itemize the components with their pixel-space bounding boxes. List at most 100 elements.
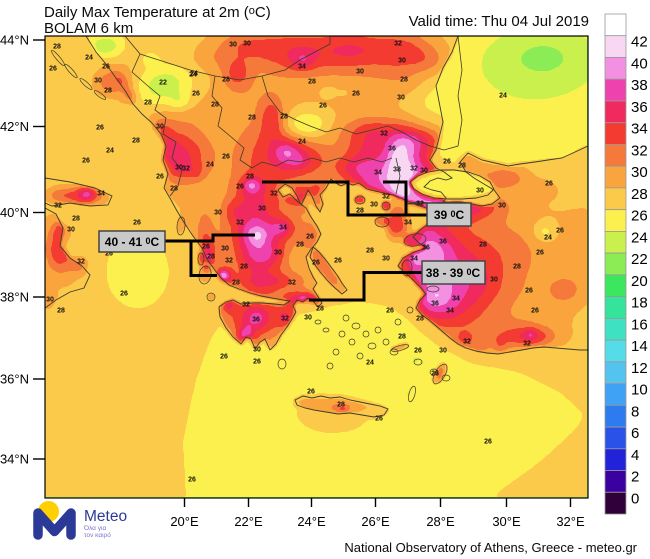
svg-text:28: 28 [170, 186, 178, 193]
svg-text:28: 28 [366, 248, 374, 255]
svg-text:34°N: 34°N [0, 452, 29, 467]
svg-text:Valid time: Thu 04 Jul 2019: Valid time: Thu 04 Jul 2019 [409, 13, 589, 30]
svg-text:32: 32 [182, 166, 190, 173]
svg-text:2: 2 [631, 469, 639, 486]
svg-text:10: 10 [631, 382, 648, 399]
svg-text:28: 28 [416, 316, 424, 323]
svg-text:26: 26 [312, 260, 320, 267]
svg-text:24: 24 [190, 71, 198, 78]
svg-text:0: 0 [631, 490, 639, 507]
svg-text:12: 12 [631, 360, 648, 377]
svg-text:42: 42 [631, 34, 648, 51]
svg-text:36°N: 36°N [0, 372, 29, 387]
svg-text:42°N: 42°N [0, 119, 29, 134]
svg-text:30: 30 [304, 315, 312, 322]
svg-text:24: 24 [106, 148, 114, 155]
svg-text:28: 28 [513, 264, 521, 271]
svg-text:28: 28 [280, 114, 288, 121]
svg-text:24: 24 [631, 229, 648, 246]
svg-text:32: 32 [242, 302, 250, 309]
svg-text:28: 28 [144, 100, 152, 107]
svg-text:32: 32 [236, 220, 244, 227]
svg-text:22°E: 22°E [234, 514, 263, 529]
svg-text:26: 26 [319, 103, 327, 110]
svg-text:24: 24 [189, 72, 197, 79]
svg-text:26: 26 [414, 348, 422, 355]
svg-text:26: 26 [102, 64, 110, 71]
svg-text:28: 28 [398, 334, 406, 341]
svg-text:32: 32 [270, 191, 278, 198]
svg-text:32: 32 [523, 341, 531, 348]
svg-text:38: 38 [393, 167, 401, 174]
svg-text:14: 14 [631, 338, 648, 355]
svg-text:32: 32 [225, 258, 233, 265]
svg-text:24: 24 [544, 235, 552, 242]
svg-text:34: 34 [410, 256, 418, 263]
svg-text:26: 26 [525, 288, 533, 295]
svg-text:26: 26 [253, 359, 261, 366]
svg-text:24: 24 [85, 55, 93, 62]
svg-text:44°N: 44°N [0, 33, 29, 48]
svg-text:28: 28 [248, 115, 256, 122]
svg-text:24: 24 [298, 139, 306, 146]
svg-text:28: 28 [232, 280, 240, 287]
svg-text:26: 26 [222, 154, 230, 161]
svg-text:40 - 41 0C: 40 - 41 0C [105, 235, 160, 249]
svg-text:34: 34 [97, 191, 105, 198]
svg-text:18: 18 [631, 295, 648, 312]
svg-text:Όλα για: Όλα για [83, 525, 106, 532]
svg-text:34: 34 [446, 308, 454, 315]
svg-text:32: 32 [77, 259, 85, 266]
svg-text:30: 30 [175, 165, 183, 172]
svg-text:32: 32 [410, 166, 418, 173]
svg-text:26: 26 [156, 174, 164, 181]
svg-text:20: 20 [631, 273, 648, 290]
svg-text:30: 30 [476, 188, 484, 195]
svg-text:30: 30 [214, 210, 222, 217]
svg-text:30: 30 [397, 95, 405, 102]
svg-text:24: 24 [366, 360, 374, 367]
svg-text:30: 30 [156, 124, 164, 131]
svg-text:28: 28 [308, 79, 316, 86]
svg-text:26: 26 [375, 416, 383, 423]
svg-text:36: 36 [431, 301, 439, 308]
svg-text:28: 28 [132, 138, 140, 145]
svg-text:30: 30 [439, 348, 447, 355]
svg-text:20°E: 20°E [170, 514, 199, 529]
svg-text:30: 30 [67, 227, 75, 234]
svg-text:26: 26 [431, 371, 439, 378]
svg-text:26: 26 [307, 389, 315, 396]
svg-text:26: 26 [82, 158, 90, 165]
svg-text:26: 26 [96, 125, 104, 132]
svg-text:26: 26 [443, 159, 451, 166]
svg-text:28: 28 [631, 186, 648, 203]
svg-text:28: 28 [458, 163, 466, 170]
svg-text:28: 28 [246, 174, 254, 181]
svg-text:36: 36 [252, 317, 260, 324]
svg-text:26: 26 [536, 250, 544, 257]
svg-text:26: 26 [334, 258, 342, 265]
svg-text:22: 22 [631, 251, 648, 268]
svg-text:30: 30 [258, 206, 266, 213]
svg-text:36: 36 [388, 146, 396, 153]
svg-text:26: 26 [105, 251, 113, 258]
svg-text:24: 24 [206, 162, 214, 169]
svg-text:30: 30 [94, 78, 102, 85]
svg-text:26: 26 [236, 184, 244, 191]
svg-text:30: 30 [490, 277, 498, 284]
svg-text:26: 26 [306, 234, 314, 241]
svg-text:6: 6 [631, 425, 639, 442]
svg-text:32: 32 [416, 201, 424, 208]
svg-text:34: 34 [374, 170, 382, 177]
svg-text:BOLAM 6 km: BOLAM 6 km [44, 20, 133, 37]
svg-text:28: 28 [222, 77, 230, 84]
svg-text:26: 26 [545, 181, 553, 188]
svg-text:30: 30 [356, 69, 364, 76]
svg-text:34: 34 [452, 296, 460, 303]
svg-text:30: 30 [398, 58, 406, 65]
svg-text:26: 26 [220, 354, 228, 361]
svg-text:24°E: 24°E [297, 514, 326, 529]
svg-text:28: 28 [207, 254, 215, 261]
svg-text:36: 36 [422, 245, 430, 252]
svg-text:26: 26 [133, 220, 141, 227]
